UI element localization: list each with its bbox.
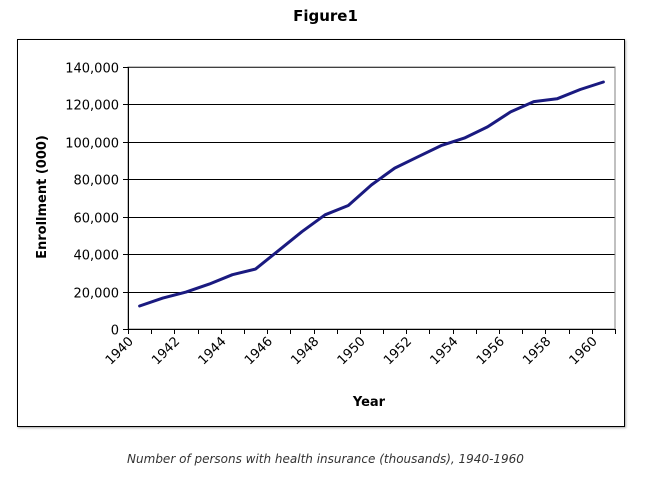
x-tick-label: 1946 [242, 334, 276, 368]
line-chart: 0 20,000 40,000 60,000 80,000 100,000 120,000 1… [35, 62, 616, 410]
x-tick-label: 1950 [335, 334, 369, 368]
series [138, 80, 605, 308]
x-tick-label: 1954 [427, 334, 461, 368]
x-tick-label: 1960 [567, 334, 601, 368]
x-tick-label: 1958 [520, 334, 554, 368]
y-tick-label: 100,000 [65, 137, 119, 152]
figure-title: Figure1 [293, 7, 358, 25]
x-tick-label: 1956 [474, 334, 508, 368]
y-tick-label: 140,000 [65, 62, 119, 77]
series-line-enrollment [138, 80, 605, 308]
y-tick-labels: 0 20,000 40,000 60,000 80,000 100,000 120,000 1… [65, 62, 119, 339]
figure-caption: Number of persons with health insurance … [127, 452, 524, 466]
x-tick-label: 1944 [196, 334, 230, 368]
y-tick-label: 0 [111, 324, 119, 339]
chart-frame: 0 20,000 40,000 60,000 80,000 100,000 120,000 1… [17, 39, 625, 427]
x-tick-label: 1948 [288, 334, 322, 368]
y-tick-label: 60,000 [74, 212, 120, 227]
x-axis-title: Year [352, 395, 386, 410]
y-tick-label: 40,000 [74, 249, 120, 264]
axes [123, 66, 616, 334]
y-tick-label: 80,000 [74, 174, 120, 189]
y-axis-title: Enrollment (000) [35, 135, 50, 259]
y-tick-label: 120,000 [65, 99, 119, 114]
x-tick-label: 1940 [103, 334, 137, 368]
x-tick-label: 1952 [381, 334, 415, 368]
x-tick-label: 1942 [149, 334, 183, 368]
plot-area [127, 66, 616, 330]
x-tick-labels: 1940 1942 1944 1946 1948 1950 1952 1954 1956 1958… [103, 334, 601, 368]
y-tick-label: 20,000 [74, 287, 120, 302]
